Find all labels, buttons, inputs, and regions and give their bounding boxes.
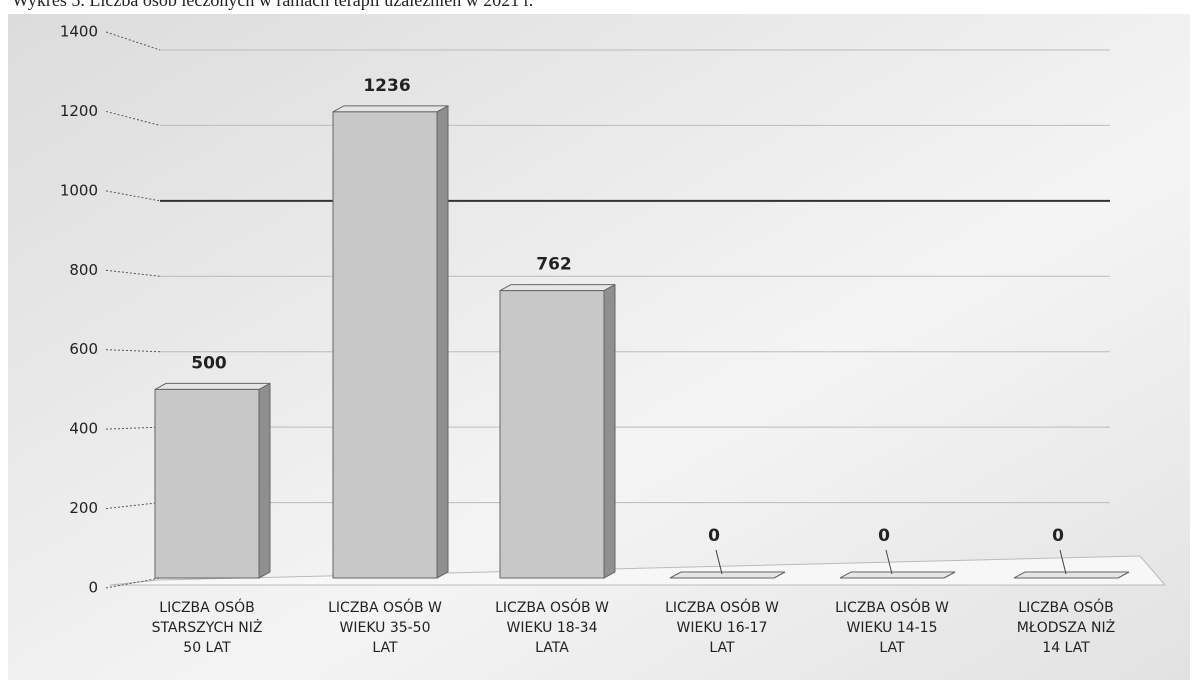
x-tick-label: LICZBA OSÓB W (835, 598, 949, 616)
bar-side (258, 382, 271, 579)
tick-connector (105, 577, 161, 589)
x-tick-label: LICZBA OSÓB W (328, 598, 442, 616)
y-tick-label: 0 (88, 579, 98, 597)
value-label: 1236 (363, 76, 410, 96)
tick-connector (105, 269, 161, 277)
y-tick-label: 1200 (60, 102, 98, 120)
tick-connector (105, 110, 161, 126)
tick-connector (105, 190, 161, 202)
x-tick-label: 14 LAT (1042, 640, 1090, 656)
tick-connector (105, 31, 161, 51)
x-tick-label: LAT (879, 640, 905, 656)
bar (499, 290, 605, 579)
x-tick-label: WIEKU 16-17 (677, 620, 768, 636)
tick-connector (105, 349, 161, 353)
y-tick-label: 1400 (60, 23, 98, 41)
bar-side (603, 283, 616, 579)
y-tick-label: 800 (69, 261, 98, 279)
x-tick-label: WIEKU 35-50 (340, 620, 431, 636)
value-label: 0 (708, 526, 720, 546)
x-tick-label: LAT (709, 640, 735, 656)
bar-top (669, 571, 786, 579)
x-tick-label: 50 LAT (183, 640, 231, 656)
x-tick-label: MŁODSZA NIŻ (1017, 618, 1115, 636)
bar-top (154, 382, 271, 390)
y-tick-label: 400 (69, 420, 98, 438)
x-tick-label: WIEKU 18-34 (507, 620, 598, 636)
label-leader (1059, 549, 1067, 575)
value-label: 500 (191, 353, 227, 373)
value-label: 762 (536, 255, 572, 275)
x-tick-label: STARSZYCH NIŻ (152, 618, 263, 636)
label-leader (715, 549, 723, 575)
bar (332, 111, 438, 579)
bar (154, 388, 260, 579)
x-tick-label: LICZBA OSÓB W (495, 598, 609, 616)
x-tick-label: LICZBA OSÓB (159, 598, 254, 616)
y-tick-label: 600 (69, 340, 98, 358)
chart-title: Wykres 5. Liczba osób leczonych w ramach… (12, 0, 533, 10)
x-tick-label: LAT (372, 640, 398, 656)
tick-connector (105, 426, 161, 430)
x-tick-label: LICZBA OSÓB W (665, 598, 779, 616)
bar-side (436, 105, 449, 579)
tick-connector (105, 502, 161, 510)
x-tick-label: LATA (535, 640, 569, 656)
y-tick-label: 200 (69, 499, 98, 517)
value-label: 0 (1052, 526, 1064, 546)
value-label: 0 (878, 526, 890, 546)
y-tick-label: 1000 (60, 181, 98, 199)
bar-top (839, 571, 956, 579)
x-tick-label: LICZBA OSÓB (1018, 598, 1113, 616)
bar-top (332, 105, 449, 113)
label-leader (885, 549, 893, 575)
bar-top (1013, 571, 1130, 579)
x-tick-label: WIEKU 14-15 (847, 620, 938, 636)
bar-top (499, 284, 616, 292)
